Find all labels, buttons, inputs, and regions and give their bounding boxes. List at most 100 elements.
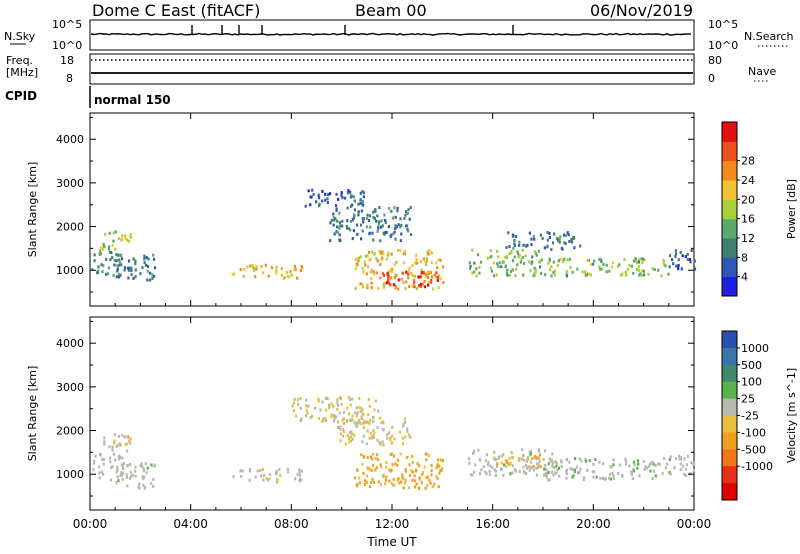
- echo-cell: [116, 443, 120, 447]
- freq-label-2: [MHz]: [6, 66, 38, 79]
- echo-cell: [403, 250, 406, 254]
- echo-cell: [474, 463, 477, 467]
- echo-cell: [507, 231, 510, 235]
- echo-cell: [362, 434, 365, 438]
- y-axis-label: Slant Range [km]: [26, 162, 39, 258]
- echo-cell: [392, 232, 395, 236]
- echo-cell: [602, 263, 605, 266]
- echo-cell: [572, 236, 575, 240]
- echo-cell: [317, 397, 320, 401]
- echo-cell: [372, 480, 375, 484]
- echo-cell: [569, 266, 572, 269]
- echo-cell: [548, 231, 551, 235]
- x-tick-label: 16:00: [475, 517, 510, 531]
- echo-cell: [512, 233, 515, 237]
- echo-cell: [533, 250, 537, 254]
- echo-cell: [386, 272, 389, 276]
- echo-cell: [426, 484, 429, 488]
- echo-cell: [377, 409, 380, 413]
- echo-cell: [385, 281, 388, 285]
- echo-cell: [380, 421, 383, 424]
- echo-cell: [658, 462, 661, 466]
- echo-cell: [117, 273, 120, 276]
- echo-cell: [544, 472, 548, 476]
- echo-cell: [150, 481, 153, 485]
- echo-cell: [345, 224, 348, 228]
- echo-cell: [488, 469, 491, 473]
- echo-cell: [493, 456, 496, 460]
- echo-cell: [366, 265, 370, 269]
- echo-cell: [338, 426, 341, 430]
- echo-cell: [361, 203, 364, 207]
- echo-cell: [279, 473, 282, 477]
- echo-cell: [332, 405, 335, 409]
- echo-cell: [335, 207, 338, 211]
- echo-cell: [288, 275, 291, 279]
- echo-cell: [548, 457, 551, 461]
- echo-cell: [430, 261, 433, 265]
- echo-cell: [349, 403, 352, 407]
- echo-cell: [501, 260, 504, 264]
- echo-cell: [677, 263, 680, 267]
- echo-cell: [349, 195, 352, 199]
- echo-cell: [553, 273, 556, 277]
- echo-cell: [347, 436, 350, 440]
- echo-cell: [638, 474, 641, 478]
- echo-cell: [400, 223, 403, 227]
- echo-cell: [402, 424, 405, 428]
- echo-cell: [368, 422, 371, 426]
- echo-cell: [362, 426, 365, 429]
- echo-cell: [565, 274, 569, 278]
- echo-cell: [296, 473, 299, 476]
- echo-cell: [382, 285, 385, 289]
- echo-cell: [424, 259, 427, 263]
- echo-cell: [394, 274, 397, 278]
- echo-cell: [535, 253, 538, 257]
- echo-cell: [108, 445, 111, 449]
- echo-cell: [146, 466, 149, 470]
- echo-cell: [500, 265, 503, 269]
- echo-cell: [668, 471, 671, 474]
- echo-cell: [116, 269, 119, 273]
- echo-cell: [685, 474, 688, 477]
- echo-cell: [621, 474, 624, 478]
- echo-cell: [438, 464, 441, 468]
- echo-cell: [547, 471, 550, 474]
- echo-cell: [439, 458, 442, 462]
- echo-cell: [534, 454, 537, 458]
- echo-cell: [375, 256, 378, 260]
- echo-cell: [551, 241, 555, 245]
- echo-cell: [669, 254, 672, 258]
- echo-cell: [415, 482, 418, 486]
- echo-cell: [286, 275, 289, 278]
- echo-cell: [268, 477, 271, 481]
- echo-cell: [422, 257, 425, 261]
- echo-cell: [511, 464, 514, 468]
- echo-cell: [521, 248, 524, 252]
- echo-cell: [334, 204, 338, 207]
- echo-cell: [441, 459, 444, 462]
- echo-cell: [335, 192, 338, 196]
- echo-cell: [394, 215, 397, 219]
- echo-cell: [404, 213, 407, 217]
- echo-cell: [362, 412, 365, 416]
- echo-cell: [115, 470, 118, 474]
- colorbar-segment: [722, 238, 737, 258]
- echo-cell: [276, 478, 279, 482]
- echo-cell: [532, 456, 535, 460]
- echo-cell: [677, 267, 680, 271]
- echo-cell: [287, 470, 290, 474]
- echo-cell: [143, 254, 146, 258]
- echo-cell: [151, 276, 154, 280]
- echo-cell: [508, 252, 511, 256]
- echo-cell: [361, 462, 364, 466]
- echo-cell: [654, 464, 657, 467]
- echo-cell: [359, 198, 362, 202]
- echo-cell: [430, 464, 433, 468]
- echo-cell: [584, 459, 588, 463]
- echo-cell: [593, 259, 596, 263]
- echo-cell: [104, 272, 108, 276]
- echo-cell: [356, 469, 359, 473]
- echo-cell: [685, 463, 689, 467]
- echo-cell: [527, 458, 530, 462]
